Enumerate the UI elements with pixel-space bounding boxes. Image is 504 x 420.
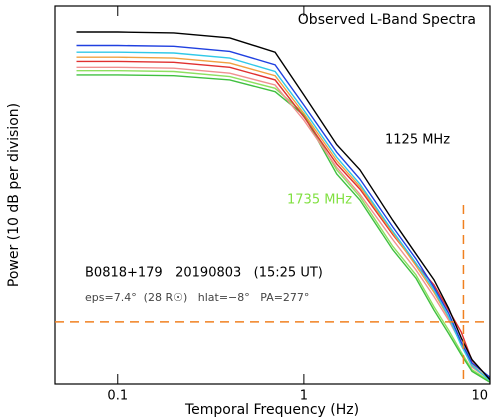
spectrum-line — [76, 31, 491, 381]
spectrum-line — [76, 51, 491, 382]
y-axis-label: Power (10 dB per division) — [6, 103, 22, 287]
annotation: eps=7.4° (28 R☉) hlat=−8° PA=277° — [85, 291, 309, 304]
spectrum-line — [76, 56, 491, 382]
chart-title: Observed L-Band Spectra — [298, 12, 476, 28]
spectrum-line — [76, 60, 491, 380]
spectrum-line — [76, 66, 491, 381]
spectrum-line — [76, 44, 491, 378]
plot-area — [76, 31, 491, 383]
x-axis-label: Temporal Frequency (Hz) — [184, 402, 359, 418]
plot-frame — [54, 5, 491, 385]
annotation: B0818+179 20190803 (15:25 UT) — [85, 266, 323, 281]
spectrum-line — [76, 74, 491, 383]
annotation: 1735 MHz — [287, 193, 352, 208]
x-tick-label: 0.1 — [107, 389, 128, 404]
x-tick-label: 1 — [300, 389, 308, 404]
annotation: 1125 MHz — [385, 133, 450, 148]
x-tick-label: 10 — [471, 389, 488, 404]
spectrum-line — [76, 70, 491, 383]
